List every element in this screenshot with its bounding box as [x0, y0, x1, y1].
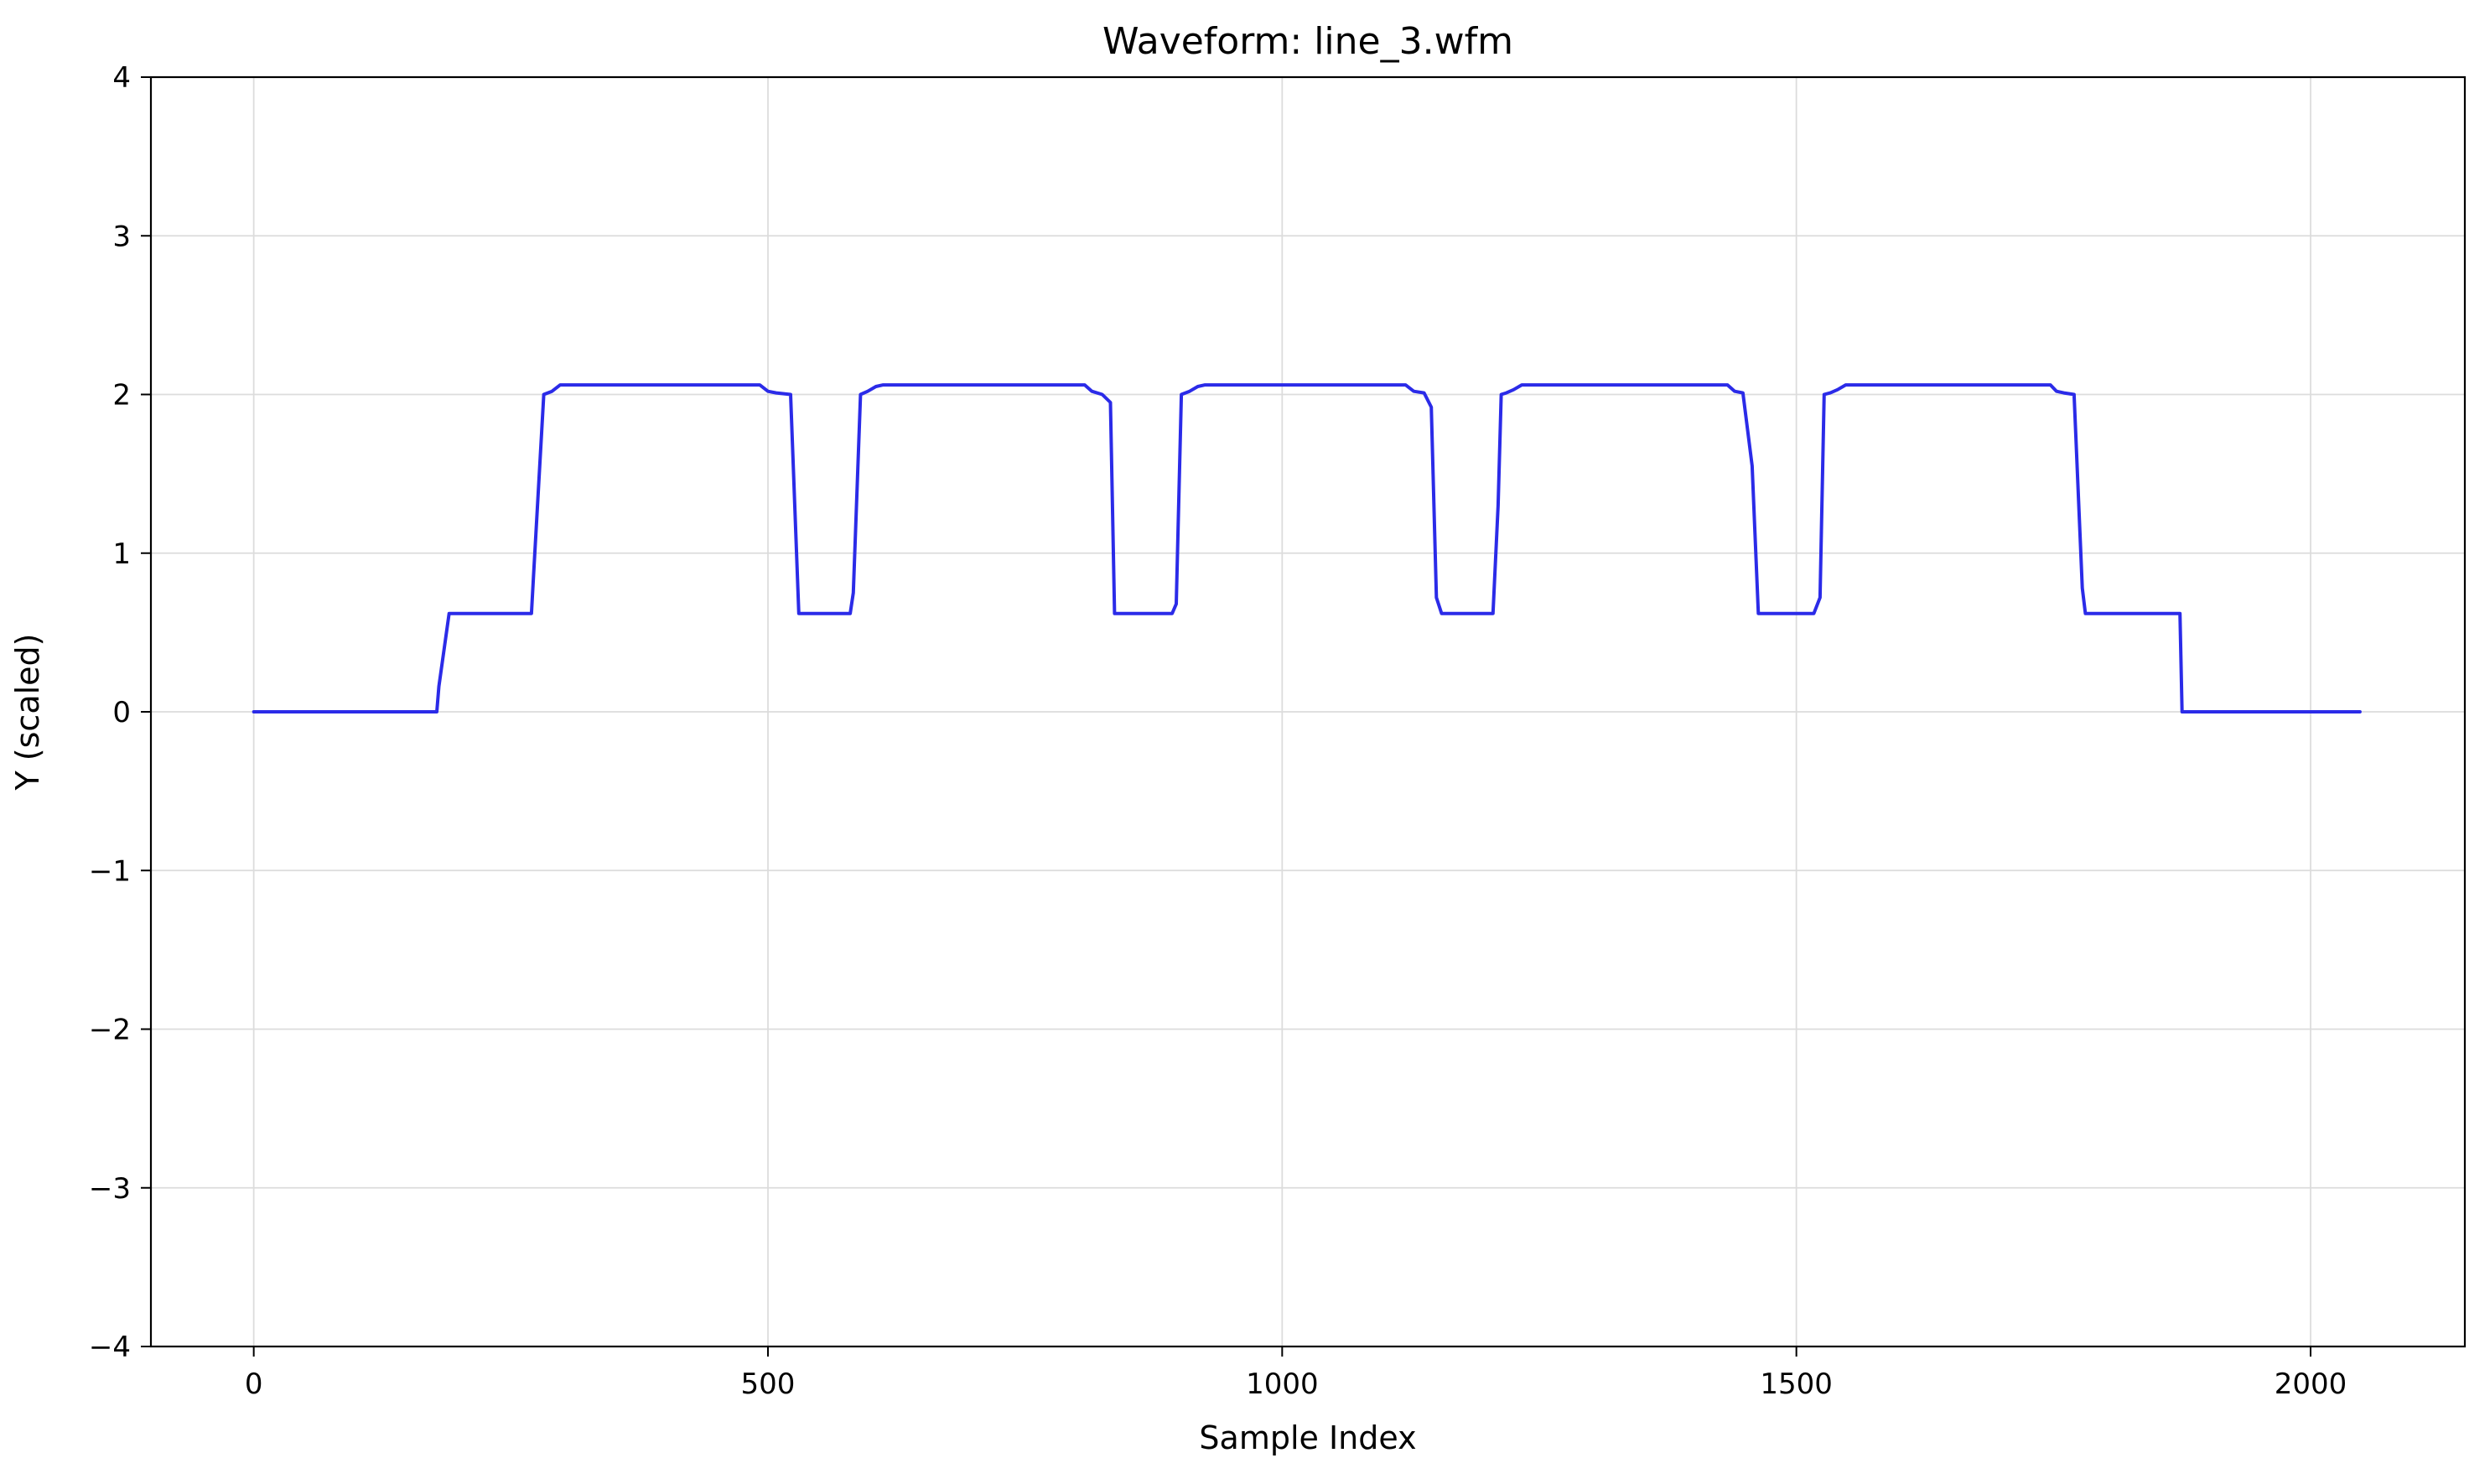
x-tick-label: 1000: [1246, 1367, 1319, 1401]
y-axis-title: Y (scaled): [9, 634, 46, 791]
axis-ticks: 0 500 1000 1500 2000 −4 −3 −2 −1 0 1 2 3 4: [89, 61, 2347, 1401]
y-tick-label: 2: [112, 379, 131, 413]
series-line: [252, 383, 2362, 713]
y-tick-label: 4: [112, 61, 131, 95]
y-tick-label: −3: [89, 1172, 131, 1206]
x-axis-title: Sample Index: [1199, 1419, 1416, 1456]
y-tick-label: −2: [89, 1014, 131, 1047]
plot-frame: [149, 75, 2467, 1348]
y-tick-label: −1: [89, 854, 131, 888]
y-tick-label: 0: [112, 696, 131, 729]
y-tick-label: 3: [112, 220, 131, 253]
x-tick-label: 1500: [1760, 1367, 1833, 1401]
x-tick-label: 2000: [2275, 1367, 2347, 1401]
grid-lines: [151, 76, 2465, 1347]
y-tick-label: −4: [89, 1331, 131, 1364]
series-layer: [252, 383, 2362, 713]
y-tick-label: 1: [112, 537, 131, 571]
x-tick-label: 0: [245, 1367, 263, 1401]
chart-title: Waveform: line_3.wfm: [1102, 20, 1513, 63]
x-tick-label: 500: [741, 1367, 796, 1401]
